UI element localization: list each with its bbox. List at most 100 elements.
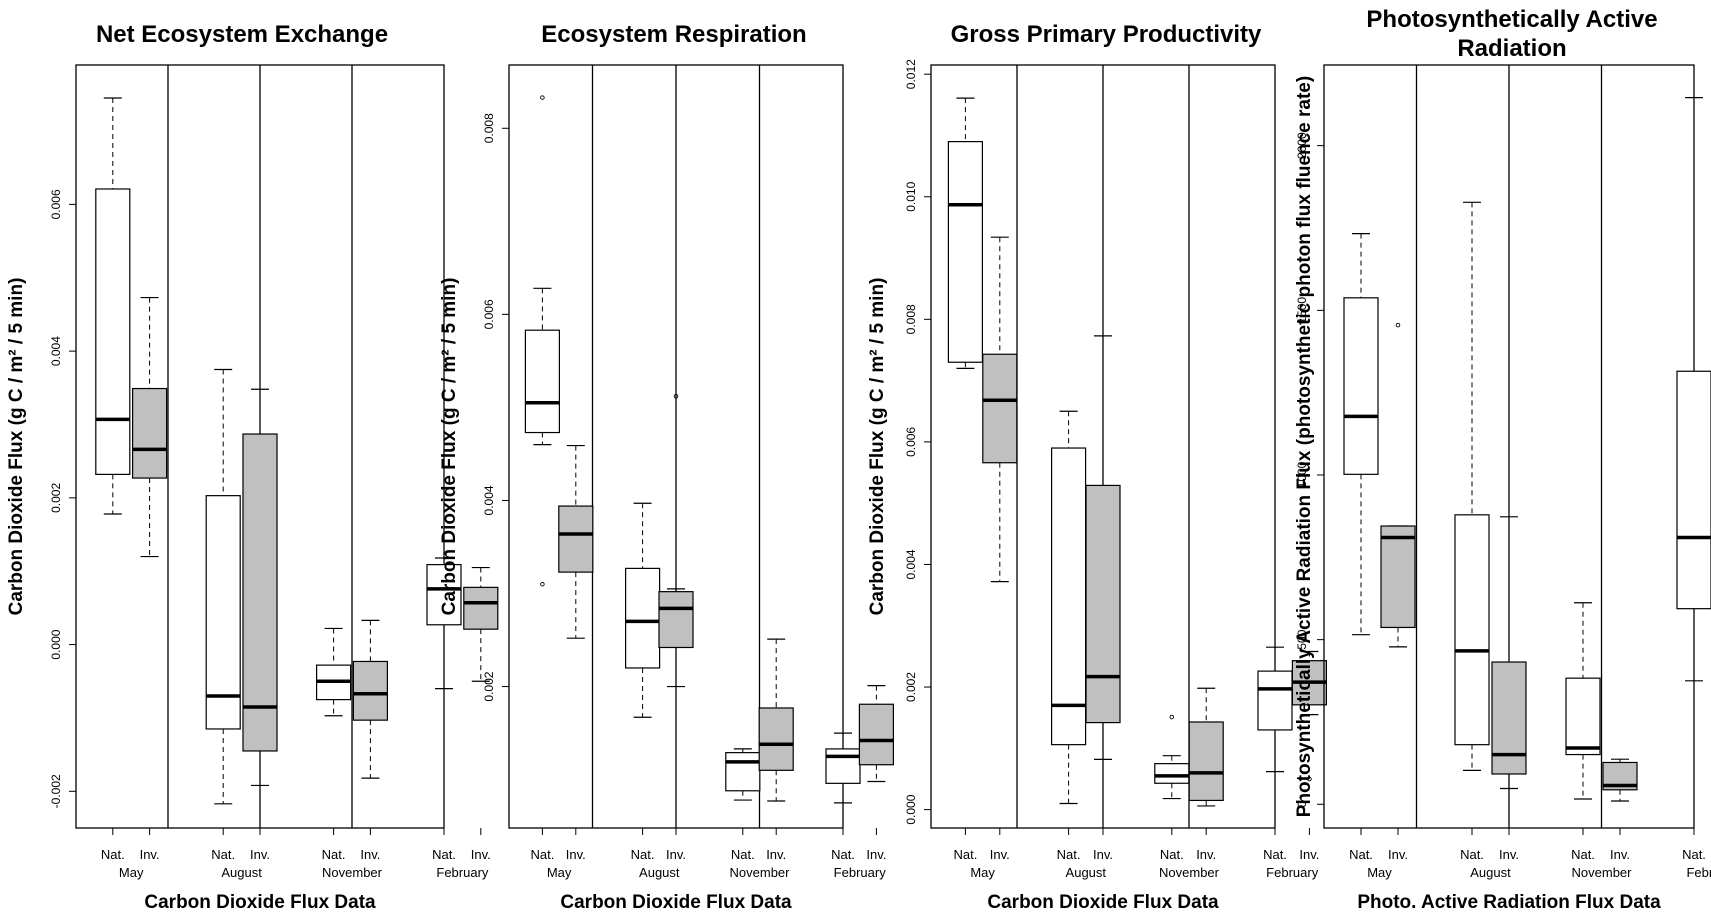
site-tick-label: Nat.	[1571, 847, 1595, 862]
box-iqr	[132, 387, 168, 479]
box-iqr	[1565, 677, 1601, 756]
month-tick-label: November	[730, 865, 791, 880]
box-iqr	[1050, 447, 1087, 746]
x-axis-label: Photo. Active Radiation Flux Data	[1357, 892, 1661, 913]
chart-title: Photosynthetically Active Radiation	[1366, 6, 1657, 62]
site-tick-label: Inv.	[1093, 847, 1113, 862]
y-tick-label: 1500	[1295, 297, 1309, 324]
box-iqr	[758, 707, 794, 771]
box-iqr	[1154, 763, 1190, 784]
month-tick-label: August	[1470, 865, 1511, 880]
y-tick-label: 0.002	[904, 672, 918, 702]
site-tick-label: Inv.	[666, 847, 686, 862]
site-tick-label: Inv.	[250, 847, 270, 862]
box-iqr	[426, 564, 462, 626]
outlier-point	[1395, 322, 1401, 328]
site-tick-label: Nat.	[831, 847, 855, 862]
site-tick-label: Nat.	[1460, 847, 1484, 862]
site-tick-label: Nat.	[1682, 847, 1706, 862]
month-tick-label: May	[119, 865, 144, 880]
box-iqr	[725, 752, 761, 792]
y-tick-label: 1000	[1295, 461, 1309, 488]
y-axis-label: Carbon Dioxide Flux (g C / m² / 5 min)	[6, 278, 27, 616]
box-iqr	[205, 495, 241, 730]
box-iqr	[463, 586, 499, 630]
box-iqr	[982, 353, 1018, 464]
site-tick-label: Inv.	[1610, 847, 1630, 862]
box-iqr	[825, 748, 861, 784]
site-tick-label: Nat.	[631, 847, 655, 862]
month-tick-label: November	[1572, 865, 1633, 880]
box-iqr	[95, 188, 131, 475]
site-tick-label: Nat.	[1263, 847, 1287, 862]
box-iqr	[242, 433, 278, 752]
box-iqr	[1188, 721, 1224, 802]
chart-title: Gross Primary Productivity	[951, 21, 1262, 48]
site-tick-label: Inv.	[360, 847, 380, 862]
y-tick-label: 0.006	[49, 189, 63, 219]
box-iqr	[558, 505, 594, 573]
box-iqr	[1085, 484, 1121, 724]
month-tick-label: February	[436, 865, 489, 880]
site-tick-label: Nat.	[953, 847, 977, 862]
y-tick-label: 0.010	[904, 181, 918, 211]
box-iqr	[1343, 297, 1379, 475]
site-tick-label: Nat.	[101, 847, 125, 862]
box-iqr	[1380, 525, 1416, 629]
y-tick-label: 0	[1295, 801, 1309, 808]
site-tick-label: Inv.	[866, 847, 886, 862]
site-tick-label: Inv.	[1499, 847, 1519, 862]
box-iqr	[624, 567, 661, 669]
y-tick-label: -0.002	[49, 774, 63, 808]
chart-title: Ecosystem Respiration	[541, 21, 806, 48]
outlier-point	[673, 394, 679, 399]
month-tick-label: August	[221, 865, 262, 880]
box-iqr	[858, 703, 895, 766]
box-iqr	[352, 660, 388, 721]
month-tick-label: February	[1266, 865, 1319, 880]
box-iqr	[1676, 370, 1711, 610]
month-tick-label: August	[639, 865, 680, 880]
y-axis-label: Carbon Dioxide Flux (g C / m² / 5 min)	[439, 278, 460, 616]
y-axis-label: Photosynthetically Active Radiation Flux…	[1294, 76, 1315, 817]
month-tick-label: November	[1159, 865, 1220, 880]
site-tick-label: Inv.	[766, 847, 786, 862]
site-tick-label: Inv.	[471, 847, 491, 862]
y-tick-label: 0.000	[49, 629, 63, 659]
site-tick-label: Nat.	[731, 847, 755, 862]
site-tick-label: Nat.	[1057, 847, 1081, 862]
y-tick-label: 0.004	[482, 485, 496, 515]
y-tick-label: 0.004	[49, 336, 63, 366]
month-tick-label: February	[834, 865, 887, 880]
y-tick-label: 0.006	[904, 427, 918, 457]
site-tick-label: Inv.	[1299, 847, 1319, 862]
site-tick-label: Nat.	[432, 847, 456, 862]
outlier-point	[540, 581, 545, 587]
y-tick-label: 0.006	[482, 299, 496, 329]
y-tick-label: 0.008	[904, 304, 918, 334]
site-tick-label: Nat.	[1349, 847, 1373, 862]
site-tick-label: Inv.	[140, 847, 160, 862]
outlier-point	[1307, 776, 1312, 782]
box-iqr	[1491, 661, 1527, 775]
y-tick-label: 2000	[1295, 132, 1309, 159]
x-axis-label: Carbon Dioxide Flux Data	[144, 892, 376, 913]
y-tick-label: 0.012	[904, 59, 918, 89]
box-iqr	[1257, 670, 1293, 731]
month-tick-label: February	[1686, 865, 1711, 880]
box-iqr	[658, 591, 694, 649]
site-tick-label: Nat.	[322, 847, 346, 862]
month-tick-label: November	[322, 865, 383, 880]
site-tick-label: Inv.	[566, 847, 586, 862]
site-tick-label: Inv.	[1196, 847, 1216, 862]
y-tick-label: 500	[1295, 629, 1309, 649]
month-tick-label: May	[547, 865, 572, 880]
chart-title: Net Ecosystem Exchange	[96, 21, 388, 48]
site-tick-label: Nat.	[1160, 847, 1184, 862]
site-tick-label: Nat.	[530, 847, 554, 862]
site-tick-label: Inv.	[1388, 847, 1408, 862]
y-tick-label: 0.004	[904, 549, 918, 579]
month-tick-label: August	[1066, 865, 1107, 880]
